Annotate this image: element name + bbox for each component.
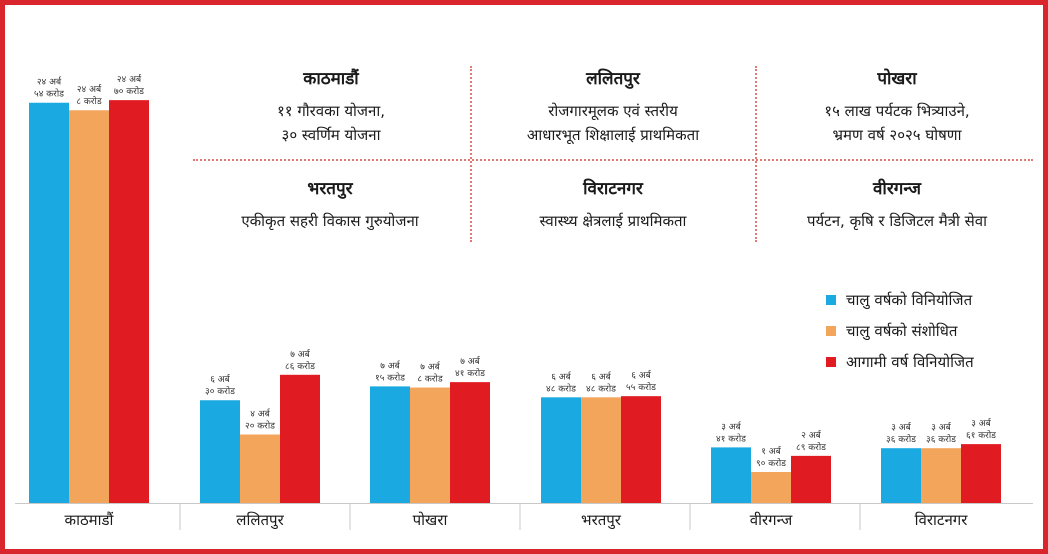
panel-pokhara: पोखरा १५ लाख पर्यटक भित्र्याउने, भ्रमण व…: [762, 66, 1032, 147]
data-label: ८ करोड: [417, 373, 442, 385]
panel-text: ११ गौरवका योजना,: [276, 102, 386, 120]
bar: [29, 102, 69, 503]
bar: [581, 397, 621, 503]
panel-text: आधारभूत शिक्षालाई प्राथमिकता: [526, 126, 700, 144]
data-label: २० करोड: [245, 419, 275, 431]
data-label: ४८ करोड: [546, 382, 576, 394]
panel-text: पर्यटन, कृषि र डिजिटल मैत्री सेवा: [806, 212, 988, 230]
panel-biratnagar: विराटनगर स्वास्थ्य क्षेत्रलाई प्राथमिकता: [478, 176, 748, 233]
data-label: ३० करोड: [205, 385, 235, 397]
data-label: ३६ करोड: [886, 433, 916, 445]
bar: [69, 110, 109, 504]
bar: [200, 400, 240, 503]
data-label: ५४ करोड: [34, 88, 64, 100]
bar: [370, 386, 410, 503]
data-label: ६ अर्ब: [210, 373, 231, 385]
panel-divider: [193, 159, 1033, 161]
legend-item: चालु वर्षको संशोधित: [826, 315, 974, 346]
data-label: ३ अर्ब: [971, 417, 992, 429]
bar: [280, 374, 320, 503]
data-label: ७ अर्ब: [420, 361, 441, 373]
legend-label: चालु वर्षको विनियोजित: [846, 290, 973, 309]
panel-city: वीरगन्ज: [872, 179, 922, 199]
data-label: ६ अर्ब: [631, 369, 652, 381]
bar: [410, 387, 450, 503]
data-label: ४१ करोड: [716, 432, 746, 444]
panel-city: भरतपुर: [307, 179, 353, 199]
data-label: ७ अर्ब: [460, 355, 481, 367]
data-label: ५५ करोड: [626, 381, 656, 393]
panel-text: स्वास्थ्य क्षेत्रलाई प्राथमिकता: [539, 212, 687, 230]
data-label: ८६ करोड: [285, 360, 315, 372]
panel-text: ३० स्वर्णिम योजना: [281, 126, 381, 144]
data-label: ९० करोड: [756, 457, 786, 469]
panel-divider: [755, 66, 757, 242]
x-tick-label: पोखरा: [413, 511, 449, 529]
panel-lalitpur: ललितपुर रोजगारमूलक एवं स्तरीय आधारभूत शि…: [478, 66, 748, 147]
data-label: ३ अर्ब: [891, 421, 912, 433]
legend-label: आगामी वर्ष विनियोजित: [846, 352, 974, 371]
x-tick-label: भरतपुर: [581, 511, 622, 530]
data-label: २४ अर्ब: [117, 73, 142, 85]
data-label: १ अर्ब: [761, 445, 782, 457]
legend-swatch: [826, 294, 836, 305]
bar: [791, 455, 831, 503]
data-label: ३ अर्ब: [721, 420, 742, 432]
panel-text: रोजगारमूलक एवं स्तरीय: [548, 102, 678, 120]
data-label: ४ अर्ब: [250, 407, 271, 419]
data-label: ७ अर्ब: [290, 348, 311, 360]
data-label: ७ अर्ब: [380, 359, 401, 371]
bar: [751, 472, 791, 503]
bar: [711, 447, 751, 503]
data-label: ६ अर्ब: [551, 370, 572, 382]
chart-legend: चालु वर्षको विनियोजित चालु वर्षको संशोधि…: [826, 284, 974, 377]
panel-city: पोखरा: [877, 69, 917, 89]
data-label: ३ अर्ब: [931, 421, 952, 433]
data-label: ८९ करोड: [796, 441, 826, 453]
data-label: १५ करोड: [375, 371, 405, 383]
legend-item: आगामी वर्ष विनियोजित: [826, 346, 974, 377]
data-label: ६ अर्ब: [591, 370, 612, 382]
bar: [541, 397, 581, 503]
data-label: २ अर्ब: [801, 429, 822, 441]
legend-item: चालु वर्षको विनियोजित: [826, 284, 974, 315]
legend-swatch: [826, 325, 836, 336]
x-tick-label: ललितपुर: [236, 511, 284, 530]
panel-city: विराटनगर: [583, 179, 643, 199]
panel-city: काठमाडौं: [303, 69, 359, 89]
data-label: ८ करोड: [76, 95, 101, 107]
legend-swatch: [826, 356, 836, 367]
legend-label: चालु वर्षको संशोधित: [846, 321, 958, 340]
panel-text: एकीकृत सहरी विकास गुरुयोजना: [241, 212, 419, 230]
panel-text: भ्रमण वर्ष २०२५ घोषणा: [832, 126, 962, 144]
bar: [961, 444, 1001, 503]
panel-text: १५ लाख पर्यटक भित्र्याउने,: [824, 102, 970, 120]
panel-kathmandu: काठमाडौं ११ गौरवका योजना, ३० स्वर्णिम यो…: [200, 66, 462, 147]
data-label: २४ अर्ब: [37, 76, 62, 88]
x-tick-label: काठमाडौं: [65, 511, 115, 529]
bar: [621, 396, 661, 503]
bar: [109, 100, 149, 503]
panel-bharatpur: भरतपुर एकीकृत सहरी विकास गुरुयोजना: [192, 176, 468, 233]
data-label: ७० करोड: [114, 85, 144, 97]
bar: [450, 382, 490, 503]
x-tick-label: विराटनगर: [915, 511, 969, 529]
data-label: २४ अर्ब: [77, 83, 102, 95]
bar: [921, 448, 961, 503]
data-label: ३६ करोड: [926, 433, 956, 445]
panel-city: ललितपुर: [586, 69, 640, 89]
data-label: ६१ करोड: [966, 429, 996, 441]
data-label: ४१ करोड: [455, 367, 485, 379]
x-tick-label: वीरगन्ज: [750, 511, 793, 529]
data-label: ४८ करोड: [586, 382, 616, 394]
bar: [881, 448, 921, 503]
bar: [240, 434, 280, 503]
panel-divider: [470, 66, 472, 242]
panel-birgunj: वीरगन्ज पर्यटन, कृषि र डिजिटल मैत्री सेव…: [762, 176, 1032, 233]
